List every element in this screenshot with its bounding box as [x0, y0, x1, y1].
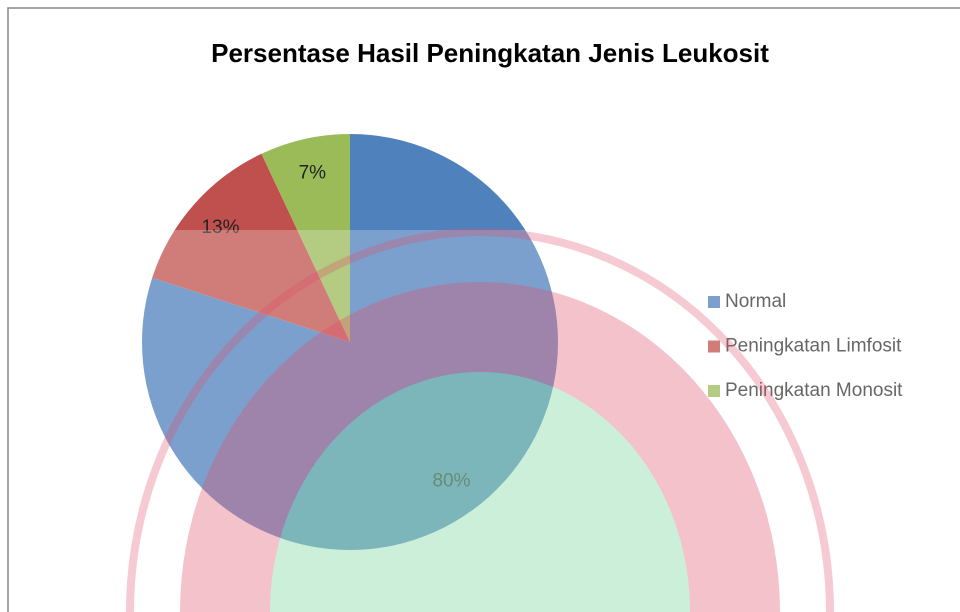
data-label: 80%	[432, 471, 470, 492]
pie-slice	[142, 134, 559, 550]
pie: 80% 13% 7%	[142, 134, 559, 550]
pie-slice	[261, 134, 350, 342]
pie-slice	[152, 153, 350, 342]
legend-label: Peningkatan Limfosit	[725, 336, 902, 357]
legend-label: Normal	[725, 291, 786, 312]
data-label: 7%	[299, 163, 327, 184]
legend-swatch	[708, 385, 720, 397]
legend: Normal Peningkatan Limfosit Peningkatan Mo…	[708, 291, 903, 401]
chart-title: Persentase Hasil Peningkatan Jenis Leuko…	[211, 38, 769, 68]
legend-swatch	[708, 296, 720, 308]
data-label: 13%	[201, 217, 239, 238]
legend-label: Peningkatan Monosit	[725, 380, 903, 401]
legend-swatch	[708, 340, 720, 353]
